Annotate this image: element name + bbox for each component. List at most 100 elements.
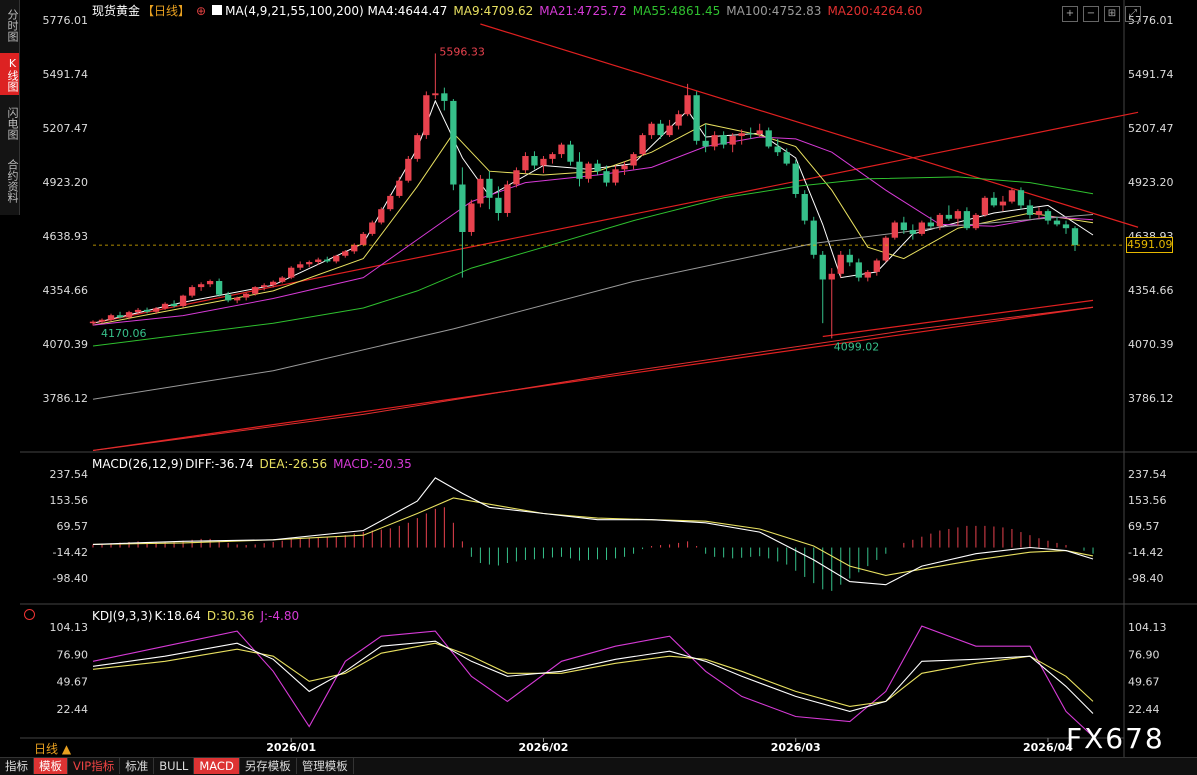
candle [486,178,493,198]
candle [855,262,862,278]
tab-bull[interactable]: BULL [154,758,195,774]
candle [999,201,1007,206]
price-tick-right: 3786.12 [1128,392,1174,405]
macd-dea: DEA:-26.56 [259,457,328,471]
candle [1017,190,1025,206]
kdj-header: KDJ(9,3,3) K:18.64 D:30.36 J:-4.80 [92,609,305,623]
candle [252,287,259,294]
period-selector[interactable]: 日线 ▲ [34,742,72,756]
tab-vip-indicators[interactable]: VIP指标 [68,758,121,774]
kdj-tick-right: 22.44 [1128,703,1160,716]
candle [98,319,106,322]
toolbar-icons: + − ⊞ ⤢ [1062,1,1146,22]
candle [306,262,313,265]
kdj-j: J:-4.80 [260,609,300,623]
candle [900,222,907,231]
add-icon[interactable]: ⊕ [196,4,207,18]
candle [243,293,250,298]
tab-standard[interactable]: 标准 [120,758,155,774]
candle [837,254,844,274]
candle [765,130,772,147]
tab-flash[interactable]: 闪电图 [6,106,19,140]
candle [954,211,962,219]
tab-indicators[interactable]: 指标 [0,758,34,774]
tab-macd[interactable]: MACD [194,758,240,774]
indicator-close-icon[interactable] [24,609,35,620]
candle [540,158,547,166]
candle [567,144,574,162]
tab-timeshare[interactable]: 分时图 [6,8,19,42]
kdj-d: D:30.36 [206,609,255,623]
watermark-logo: FX678 [1066,722,1165,755]
tab-kline[interactable]: K线图 [0,53,19,95]
support-line [822,299,1094,338]
candle [738,133,745,137]
x-tick-label: 2026/03 [771,741,821,754]
x-tick-label: 2026/02 [518,741,568,754]
ma-line-ma21 [92,136,1094,326]
macd-tick-right: 69.57 [1128,520,1160,533]
macd-header: MACD(26,12,9) DIFF:-36.74 DEA:-26.56 MACD:-… [92,457,418,471]
price-tick-left: 5491.74 [43,68,89,81]
candle [783,152,790,164]
macd-value: MACD:-20.35 [333,457,412,471]
kdj-tick-right: 104.13 [1128,621,1167,634]
candle [603,171,610,183]
zoom-out-icon[interactable]: − [1083,6,1099,22]
candle [233,297,241,301]
macd-dea-line [92,497,1094,576]
candle [747,133,754,135]
ma21-value: MA21:4725.72 [539,4,627,18]
ma200-value: MA200:4264.60 [827,4,923,18]
candle [369,222,376,234]
candle [441,93,448,101]
candle [513,170,520,185]
tab-contract-info[interactable]: 合约资料 [6,159,19,203]
kdj-tick-left: 104.13 [50,621,89,634]
candle [1062,224,1070,229]
kdj-tick-left: 49.67 [57,676,89,689]
candle [1044,211,1052,221]
zoom-in-icon[interactable]: ⊞ [1104,6,1120,22]
kdj-params: KDJ(9,3,3) [92,609,153,623]
fullscreen-icon[interactable]: ⤢ [1125,6,1141,22]
price-tick-left: 5207.47 [43,122,89,135]
candle [648,123,655,136]
macd-tick-left: -98.40 [53,572,88,585]
candle [116,315,124,318]
candle [558,144,565,155]
left-tab-bar: 分时图 K线图 闪电图 合约资料 [0,0,20,215]
candle [450,100,457,185]
candle [531,156,538,166]
candle [270,281,277,286]
high-annotation: 5596.33 [439,45,485,58]
crosshair-icon[interactable]: + [1062,6,1078,22]
candle [279,277,286,282]
candle [621,165,628,170]
price-tick-right: 4923.20 [1128,176,1174,189]
macd-tick-right: 153.56 [1128,494,1167,507]
candle [188,287,196,296]
candle [315,259,322,263]
tab-manage-template[interactable]: 管理模板 [297,758,354,774]
candle [792,163,799,195]
tab-save-template[interactable]: 另存模板 [240,758,297,774]
candle [828,273,835,280]
trendline-down [480,23,1139,228]
tab-template[interactable]: 模板 [34,758,68,774]
period-label[interactable]: 【日线】 [142,4,191,18]
candle [1008,190,1016,202]
candle [206,281,214,285]
macd-tick-right: -14.42 [1128,546,1163,559]
x-tick-label: 2026/04 [1023,741,1073,754]
candle [378,209,385,223]
kdj-tick-right: 76.90 [1128,648,1160,661]
candle [846,254,853,263]
candle [125,312,133,318]
candle [891,222,898,238]
candle [918,222,925,234]
kdj-k-line [92,640,1094,714]
trendline-up [92,111,1139,324]
candle [945,214,953,219]
